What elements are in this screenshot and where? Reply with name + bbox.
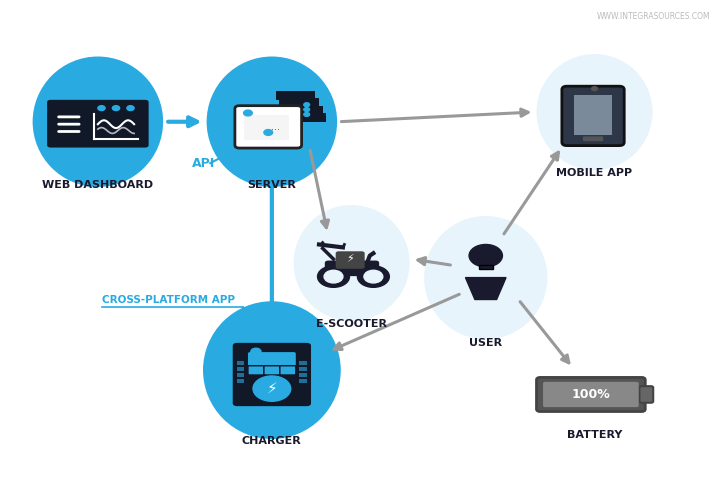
Circle shape bbox=[304, 112, 310, 116]
Circle shape bbox=[244, 110, 252, 116]
Text: WEB DASHBOARD: WEB DASHBOARD bbox=[42, 180, 154, 190]
FancyBboxPatch shape bbox=[47, 100, 149, 148]
FancyBboxPatch shape bbox=[325, 261, 379, 276]
FancyBboxPatch shape bbox=[279, 98, 319, 107]
Circle shape bbox=[364, 270, 383, 283]
Ellipse shape bbox=[294, 205, 410, 321]
FancyBboxPatch shape bbox=[574, 95, 612, 135]
Circle shape bbox=[592, 87, 597, 91]
Circle shape bbox=[253, 376, 291, 401]
FancyBboxPatch shape bbox=[276, 91, 315, 100]
Circle shape bbox=[251, 348, 261, 355]
FancyBboxPatch shape bbox=[244, 115, 289, 140]
Text: 100%: 100% bbox=[571, 388, 610, 401]
FancyBboxPatch shape bbox=[639, 386, 653, 403]
Circle shape bbox=[318, 266, 349, 287]
Circle shape bbox=[304, 103, 310, 107]
Polygon shape bbox=[465, 278, 506, 300]
FancyBboxPatch shape bbox=[283, 106, 323, 114]
FancyBboxPatch shape bbox=[248, 366, 264, 375]
Circle shape bbox=[98, 106, 105, 111]
Text: CHARGER: CHARGER bbox=[242, 436, 302, 446]
Text: ...: ... bbox=[271, 122, 280, 131]
Circle shape bbox=[324, 270, 343, 283]
FancyBboxPatch shape bbox=[237, 367, 244, 371]
FancyBboxPatch shape bbox=[478, 265, 493, 269]
FancyBboxPatch shape bbox=[233, 343, 311, 406]
Text: BATTERY: BATTERY bbox=[567, 430, 622, 440]
Ellipse shape bbox=[203, 301, 341, 439]
Ellipse shape bbox=[33, 56, 163, 187]
Text: SERVER: SERVER bbox=[247, 180, 297, 190]
Ellipse shape bbox=[536, 54, 652, 170]
Text: ⚡: ⚡ bbox=[267, 381, 277, 396]
FancyBboxPatch shape bbox=[237, 373, 244, 377]
Ellipse shape bbox=[424, 216, 547, 339]
Text: USER: USER bbox=[469, 338, 502, 349]
FancyBboxPatch shape bbox=[299, 373, 307, 377]
FancyBboxPatch shape bbox=[237, 379, 244, 383]
FancyBboxPatch shape bbox=[562, 86, 624, 146]
Circle shape bbox=[127, 106, 134, 111]
FancyBboxPatch shape bbox=[299, 379, 307, 383]
FancyBboxPatch shape bbox=[543, 382, 639, 407]
Text: CROSS-PLATFORM APP: CROSS-PLATFORM APP bbox=[102, 295, 234, 304]
Circle shape bbox=[264, 130, 273, 135]
Circle shape bbox=[357, 266, 389, 287]
Text: E-SCOOTER: E-SCOOTER bbox=[316, 319, 387, 329]
Ellipse shape bbox=[207, 56, 337, 187]
FancyBboxPatch shape bbox=[536, 377, 645, 412]
FancyBboxPatch shape bbox=[299, 361, 307, 365]
FancyBboxPatch shape bbox=[299, 367, 307, 371]
FancyBboxPatch shape bbox=[264, 366, 280, 375]
FancyBboxPatch shape bbox=[286, 113, 326, 122]
Text: ⚡: ⚡ bbox=[347, 254, 354, 264]
Text: MOBILE APP: MOBILE APP bbox=[557, 168, 632, 178]
FancyBboxPatch shape bbox=[583, 136, 603, 141]
FancyBboxPatch shape bbox=[336, 251, 365, 269]
Text: WWW.INTEGRASOURCES.COM: WWW.INTEGRASOURCES.COM bbox=[597, 12, 710, 21]
FancyBboxPatch shape bbox=[248, 352, 296, 366]
Circle shape bbox=[469, 244, 502, 267]
Circle shape bbox=[304, 108, 310, 112]
Text: API: API bbox=[192, 157, 215, 169]
FancyBboxPatch shape bbox=[280, 366, 296, 375]
Circle shape bbox=[112, 106, 120, 111]
FancyBboxPatch shape bbox=[237, 361, 244, 365]
FancyBboxPatch shape bbox=[235, 106, 302, 148]
